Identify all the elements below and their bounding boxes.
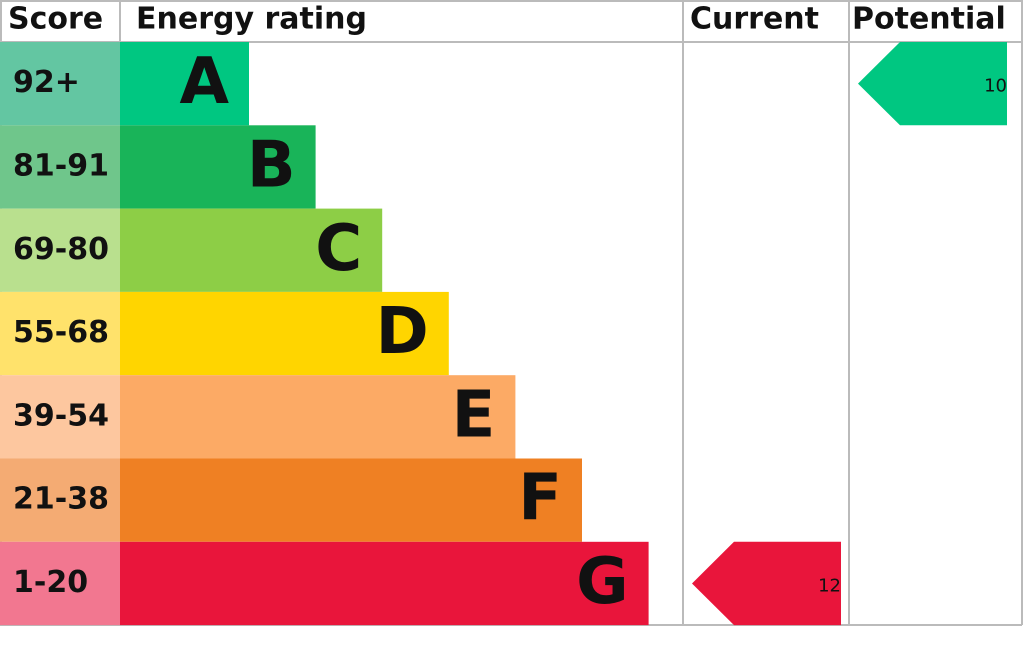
- score-label: 21-38: [13, 482, 109, 517]
- score-cell: [0, 208, 120, 292]
- potential-arrow: [858, 42, 1007, 126]
- current-arrow: [692, 541, 841, 626]
- potential-arrow-value: 10: [984, 76, 1007, 97]
- score-label: 81-91: [13, 148, 109, 183]
- score-cell: [0, 458, 120, 542]
- rating-letter: D: [376, 295, 429, 369]
- rating-letter: G: [576, 545, 629, 619]
- rating-bar: [120, 42, 249, 126]
- score-label: 92+: [13, 65, 80, 100]
- score-label: 55-68: [13, 315, 109, 350]
- score-label: 1-20: [13, 565, 88, 600]
- header-current: Current: [690, 2, 819, 37]
- score-label: 39-54: [13, 398, 109, 433]
- rating-letter: F: [518, 462, 562, 536]
- rating-bar: [120, 541, 649, 626]
- score-cell: [0, 291, 120, 376]
- score-cell: [0, 42, 120, 126]
- rating-letter: E: [452, 378, 496, 452]
- header-score: Score: [8, 2, 103, 37]
- rating-letter: B: [247, 129, 296, 203]
- rating-bar: [120, 291, 449, 376]
- rating-letter: C: [315, 212, 362, 286]
- score-cell: [0, 125, 120, 209]
- rating-bar: [120, 458, 582, 542]
- rating-letter: A: [179, 45, 229, 119]
- score-label: 69-80: [13, 232, 109, 267]
- current-arrow-value: 12: [818, 575, 841, 596]
- header-potential: Potential: [852, 2, 1006, 37]
- score-cell: [0, 375, 120, 459]
- rating-bar: [120, 375, 516, 459]
- rating-bar: [120, 125, 316, 209]
- score-cell: [0, 541, 120, 626]
- header-rating: Energy rating: [136, 2, 367, 37]
- rating-bar: [120, 208, 383, 292]
